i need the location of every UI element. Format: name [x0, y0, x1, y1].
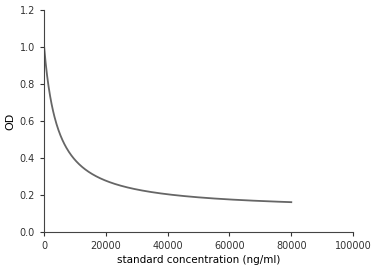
X-axis label: standard concentration (ng/ml): standard concentration (ng/ml) [117, 256, 280, 265]
Y-axis label: OD: OD [6, 112, 15, 130]
